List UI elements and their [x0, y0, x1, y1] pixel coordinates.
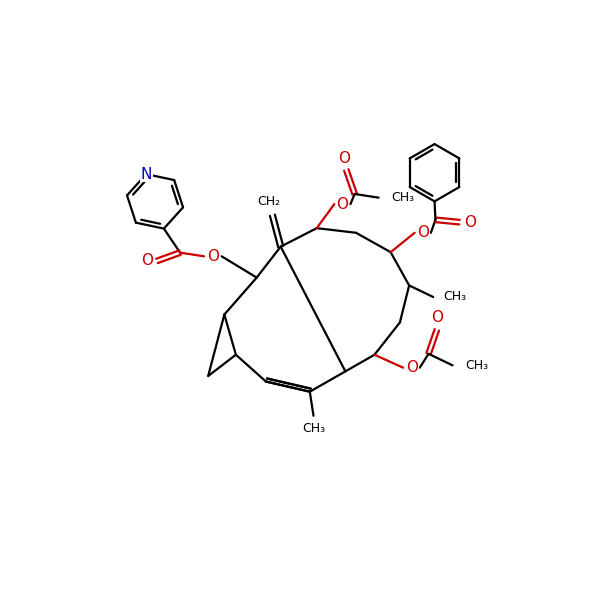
Text: O: O: [141, 253, 153, 268]
Text: O: O: [431, 310, 443, 325]
Text: O: O: [417, 225, 429, 240]
Text: O: O: [406, 360, 418, 375]
Text: O: O: [338, 151, 350, 166]
Text: CH₃: CH₃: [466, 359, 488, 372]
Text: CH₃: CH₃: [443, 290, 466, 304]
Text: N: N: [140, 167, 152, 182]
Text: CH₃: CH₃: [392, 191, 415, 204]
Text: O: O: [464, 215, 476, 230]
Text: CH₃: CH₃: [302, 422, 325, 435]
Text: O: O: [337, 197, 349, 212]
Text: O: O: [208, 249, 220, 264]
Text: CH₂: CH₂: [257, 195, 280, 208]
